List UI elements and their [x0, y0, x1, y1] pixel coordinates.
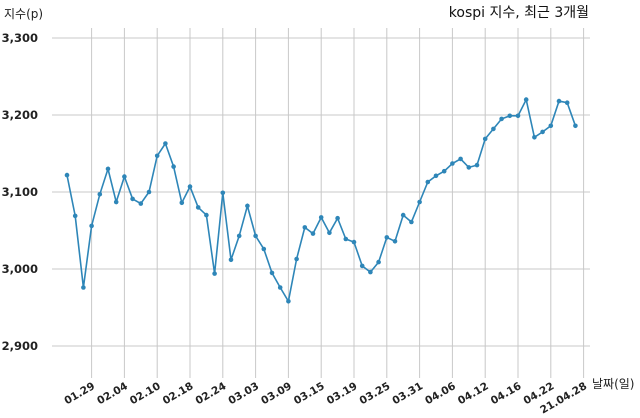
x-axis-label: 날짜(일) — [592, 377, 634, 391]
data-point — [286, 299, 291, 304]
data-point — [425, 179, 431, 185]
y-tick-label: 3,200 — [2, 108, 38, 122]
data-point — [466, 165, 472, 170]
data-point — [318, 215, 324, 220]
data-point — [417, 199, 422, 205]
x-tick-label: 02.10 — [128, 380, 163, 407]
data-point — [228, 257, 234, 263]
x-tick-label: 03.03 — [226, 380, 261, 407]
x-tick-label: 01.29 — [62, 380, 97, 407]
data-point — [351, 239, 357, 245]
data-point — [105, 166, 111, 172]
data-point — [212, 271, 217, 276]
data-point — [540, 129, 545, 135]
data-point — [482, 136, 488, 142]
data-point — [261, 246, 267, 252]
data-point — [245, 203, 250, 209]
data-point — [556, 98, 562, 104]
data-point — [154, 153, 160, 159]
data-point — [302, 225, 308, 230]
data-point — [400, 212, 406, 218]
data-point — [392, 239, 398, 244]
data-point — [97, 192, 103, 197]
data-point — [409, 219, 414, 225]
data-point — [81, 285, 86, 290]
y-tick-label: 3,000 — [2, 262, 38, 276]
data-point — [294, 256, 299, 262]
x-tick-label: 04.16 — [489, 380, 524, 407]
data-point — [130, 196, 135, 202]
x-tick-label: 02.24 — [194, 380, 229, 407]
data-points — [64, 97, 578, 304]
data-point — [491, 126, 496, 132]
data-point — [474, 162, 480, 168]
data-point — [163, 141, 168, 146]
data-point — [564, 100, 570, 105]
x-tick-label: 03.19 — [325, 380, 360, 407]
data-point — [335, 215, 340, 221]
data-point — [146, 189, 152, 195]
data-point — [277, 285, 283, 290]
x-tick-label: 03.09 — [259, 380, 294, 407]
data-point — [72, 213, 78, 219]
data-point — [450, 161, 455, 166]
data-point — [138, 201, 144, 206]
data-point — [532, 135, 537, 140]
data-point — [359, 263, 365, 269]
data-point — [179, 200, 185, 206]
data-point — [327, 230, 332, 236]
x-tick-label: 02.04 — [95, 380, 130, 407]
data-point — [441, 168, 447, 174]
data-point — [384, 235, 390, 240]
x-tick-label: 03.15 — [292, 380, 327, 407]
data-point — [89, 223, 94, 229]
data-point — [64, 172, 70, 178]
data-point — [376, 259, 381, 265]
x-tick-label: 03.25 — [358, 380, 393, 407]
x-tick-label: 03.31 — [390, 380, 425, 407]
y-axis-label: 지수(p) — [4, 7, 43, 21]
x-tick-label: 02.18 — [161, 380, 196, 407]
data-point — [310, 231, 316, 236]
y-tick-labels: 2,900 3,000 3,100 3,200 3,300 — [2, 31, 38, 353]
data-point — [204, 212, 209, 218]
data-point — [236, 233, 242, 239]
data-point — [269, 270, 275, 276]
x-tick-label: 04.12 — [456, 380, 491, 407]
x-tick-label: 04.06 — [423, 380, 458, 407]
data-point — [343, 236, 349, 242]
data-point — [368, 269, 373, 275]
data-point — [122, 174, 127, 179]
grid — [52, 28, 590, 378]
data-point — [433, 173, 439, 179]
data-point — [113, 199, 119, 205]
chart-title: kospi 지수, 최근 3개월 — [449, 5, 589, 21]
data-point — [171, 164, 176, 169]
data-point — [253, 233, 258, 239]
y-tick-label: 3,300 — [2, 31, 38, 45]
data-point — [515, 113, 521, 119]
data-point — [573, 123, 578, 129]
data-point — [195, 205, 201, 210]
data-point — [187, 184, 193, 189]
data-point — [220, 190, 226, 196]
data-point — [548, 123, 554, 129]
y-tick-label: 2,900 — [2, 339, 38, 353]
data-point — [507, 113, 513, 119]
data-point — [499, 116, 504, 122]
x-tick-labels: 01.2902.0402.1002.1802.2403.0303.0903.15… — [62, 380, 589, 416]
data-point — [458, 156, 463, 162]
data-point — [523, 97, 529, 102]
y-tick-label: 3,100 — [2, 185, 38, 199]
